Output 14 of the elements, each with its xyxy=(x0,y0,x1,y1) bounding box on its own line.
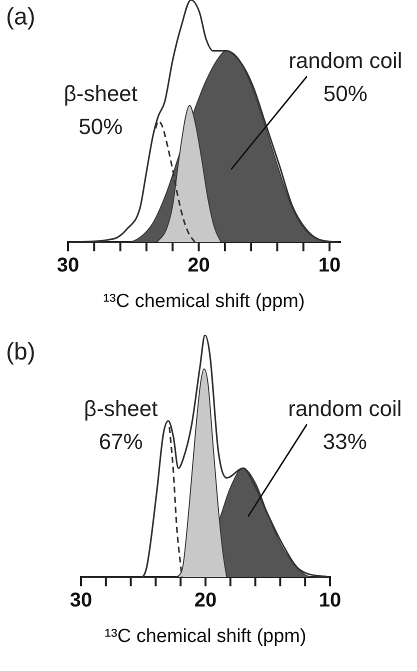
x-axis-title: ¹³C chemical shift (ppm) xyxy=(103,290,305,312)
x-tick-label: 20 xyxy=(194,590,217,612)
chart-title: (b) xyxy=(6,338,36,366)
annotation: random coil 33% xyxy=(288,396,402,454)
annotation: β-sheet 50% xyxy=(64,81,138,140)
x-tick-label: 30 xyxy=(56,254,80,277)
x-tick-label: 30 xyxy=(70,590,92,612)
chart-title: (a) xyxy=(6,4,36,31)
x-tick-label: 10 xyxy=(318,254,341,277)
annotation: β-sheet 67% xyxy=(84,396,158,454)
x-tick-label: 20 xyxy=(188,254,210,277)
x-tick-label: 10 xyxy=(318,590,342,612)
x-axis-title: ¹³C chemical shift (ppm) xyxy=(104,626,306,647)
annotation: random coil 50% xyxy=(288,48,402,106)
